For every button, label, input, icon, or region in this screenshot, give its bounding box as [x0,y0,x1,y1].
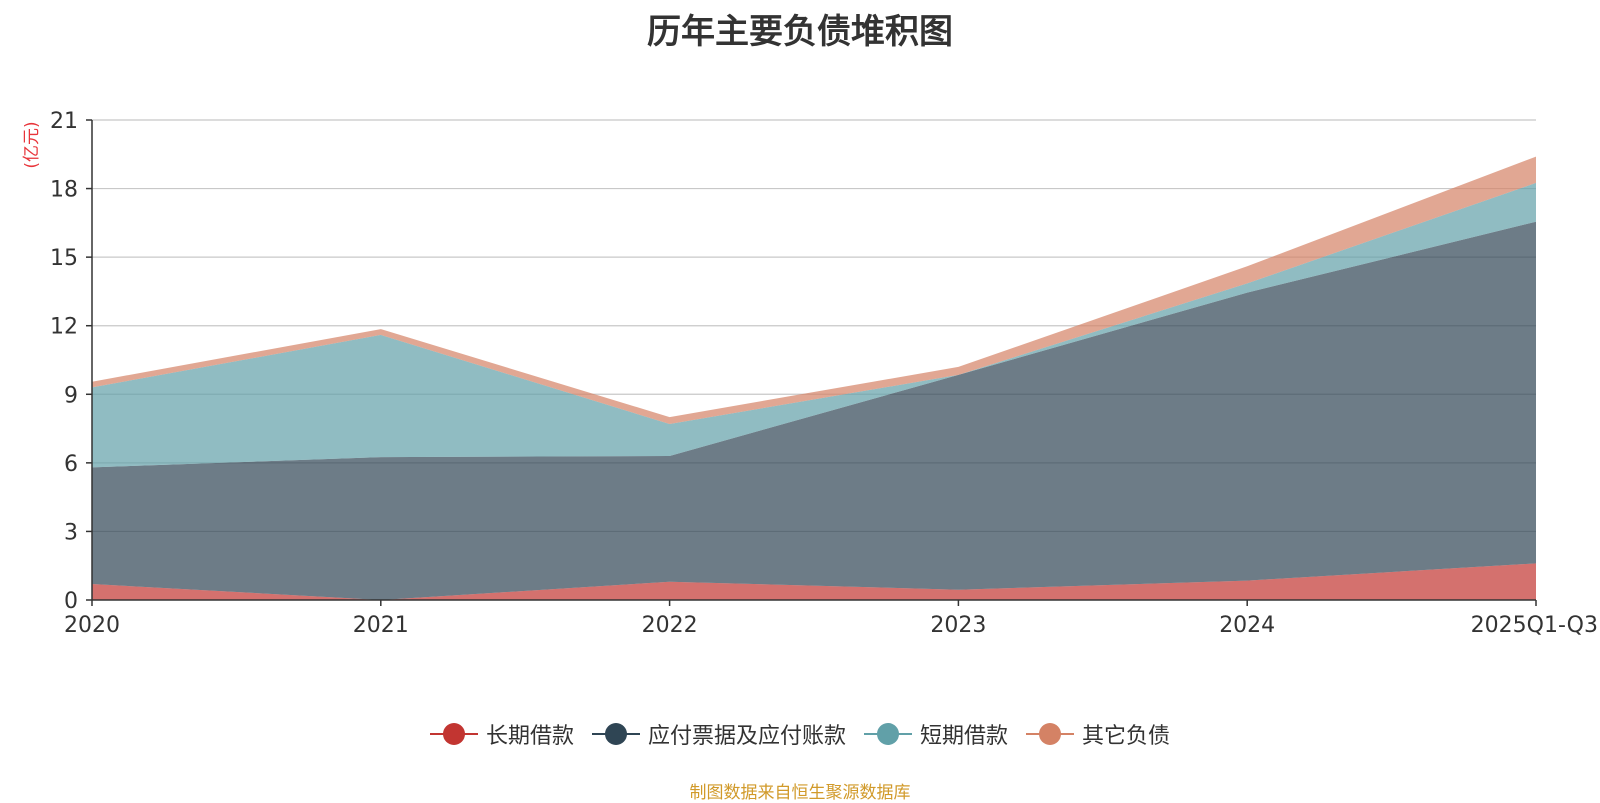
legend-label: 应付票据及应付账款 [647,724,846,749]
chart-legend: 长期借款 应付票据及应付账款 短期借款 其它负债 [0,718,1600,750]
source-note: 制图数据来自恒生聚源数据库 [689,783,911,803]
y-tick-label: 12 [50,315,78,340]
area-series-3 [92,182,1536,468]
legend-item[interactable]: 长期借款 [429,718,574,750]
y-tick-label: 0 [64,589,78,614]
area-series-4 [92,156,1536,424]
legend-item[interactable]: 应付票据及应付账款 [591,718,846,750]
legend-label: 其它负债 [1082,724,1171,749]
y-tick-label: 3 [64,520,78,545]
x-tick-label: 2024 [1219,613,1275,638]
y-tick-label: 6 [64,452,78,477]
x-tick-label: 2022 [642,613,698,638]
area-series-2 [92,221,1536,600]
legend-marker-icon [1026,721,1075,747]
legend-item[interactable]: 其它负债 [1026,718,1170,750]
x-tick-label: 2023 [930,613,986,638]
area-series [92,156,1536,600]
y-tick-label: 21 [50,109,78,134]
x-tick-label: 2021 [353,613,409,638]
legend-marker-icon [591,721,640,747]
y-axis-label: (亿元) [22,121,42,168]
chart-title: 历年主要负债堆积图 [647,12,953,52]
area-series-1 [92,563,1536,600]
y-tick-label: 18 [50,178,78,203]
legend-label: 短期借款 [920,724,1009,749]
y-tick-label: 15 [50,246,78,271]
y-tick-label: 9 [64,383,78,408]
legend-marker-icon [864,721,912,747]
axes: 0 3 6 9 12 15 18 21 2020 2021 2022 2023 2024 2025Q1-Q… [50,109,1598,638]
x-tick-label: 2020 [64,613,120,638]
legend-label: 长期借款 [485,724,574,749]
legend-item[interactable]: 短期借款 [864,718,1008,750]
x-tick-label: 2025Q1-Q3 [1471,613,1598,638]
legend-marker-icon [429,721,478,747]
